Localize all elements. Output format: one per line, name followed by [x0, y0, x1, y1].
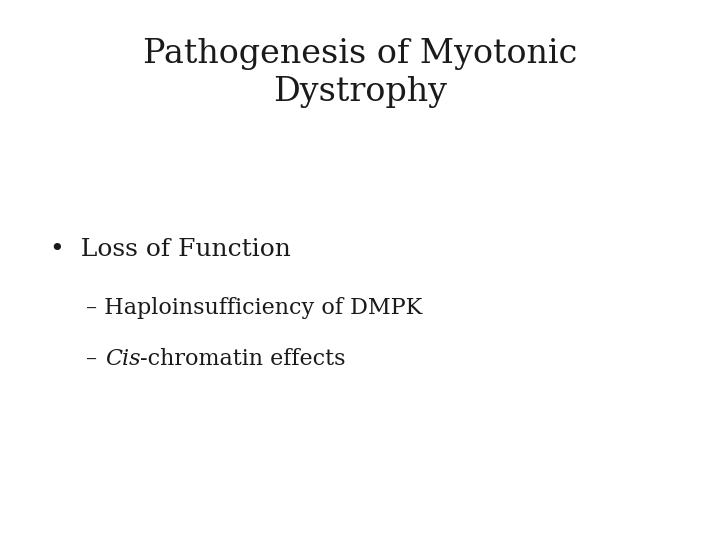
Text: –: –	[86, 348, 104, 370]
Text: – Haploinsufficiency of DMPK: – Haploinsufficiency of DMPK	[86, 297, 423, 319]
Text: -chromatin effects: -chromatin effects	[140, 348, 346, 370]
Text: Pathogenesis of Myotonic
Dystrophy: Pathogenesis of Myotonic Dystrophy	[143, 38, 577, 108]
Text: Cis: Cis	[104, 348, 140, 370]
Text: •  Loss of Function: • Loss of Function	[50, 238, 292, 261]
